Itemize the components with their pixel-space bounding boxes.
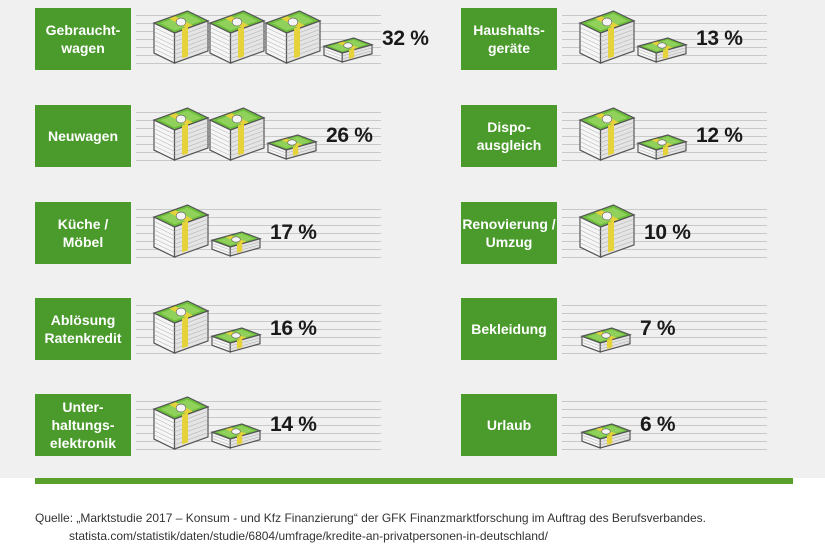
category-label: Dispo- ausgleich [461,105,557,167]
money-stack-icon [152,203,210,270]
chart-row: Neuwagen 26 % [35,105,435,167]
row-guide-lines [562,209,767,258]
money-stack-icon [152,299,210,366]
value-label: 14 % [270,413,317,436]
money-stack-icon [208,106,266,173]
chart-row: Küche / Möbel 17 % [35,202,435,264]
value-label: 12 % [696,124,743,147]
money-stack-icon [152,106,210,173]
chart-row: Haushalts- geräte 13 % [461,8,791,70]
money-stack-icon [578,203,636,270]
money-stack-partial-icon [266,133,318,168]
money-stack-partial-icon [210,326,262,361]
row-guide-lines [562,401,767,450]
chart-panel [0,0,825,478]
money-stack-icon [264,9,322,76]
value-label: 17 % [270,221,317,244]
value-label: 13 % [696,27,743,50]
row-guide-lines [562,305,767,354]
chart-row: Gebraucht- wagen 32 % [35,8,435,70]
category-label: Neuwagen [35,105,131,167]
chart-row: Unter- haltungs- elektronik 14 % [35,394,435,456]
chart-row: Dispo- ausgleich 12 % [461,105,791,167]
category-label: Gebraucht- wagen [35,8,131,70]
value-label: 32 % [382,27,429,50]
category-label: Urlaub [461,394,557,456]
money-stack-icon [152,9,210,76]
value-label: 7 % [640,317,676,340]
category-label: Renovierung / Umzug [461,202,557,264]
bottom-divider [35,478,793,484]
category-label: Küche / Möbel [35,202,131,264]
category-label: Bekleidung [461,298,557,360]
money-stack-partial-icon [580,422,632,457]
chart-row: Urlaub 6 % [461,394,791,456]
chart-row: Ablösung Ratenkredit 16 % [35,298,435,360]
category-label: Haushalts- geräte [461,8,557,70]
source-line-1: Quelle: „Marktstudie 2017 – Konsum - und… [35,511,706,525]
money-stack-partial-icon [322,36,374,71]
money-stack-icon [578,9,636,76]
source-note: Quelle: „Marktstudie 2017 – Konsum - und… [35,509,706,545]
value-label: 26 % [326,124,373,147]
chart-row: Bekleidung 7 % [461,298,791,360]
money-stack-icon [208,9,266,76]
money-stack-partial-icon [580,326,632,361]
money-stack-partial-icon [210,230,262,265]
source-url: statista.com/statistik/daten/studie/6804… [69,529,548,543]
category-label: Unter- haltungs- elektronik [35,394,131,456]
value-label: 6 % [640,413,676,436]
value-label: 10 % [644,221,691,244]
money-stack-icon [578,106,636,173]
category-label: Ablösung Ratenkredit [35,298,131,360]
value-label: 16 % [270,317,317,340]
money-stack-partial-icon [636,36,688,71]
money-stack-partial-icon [636,133,688,168]
money-stack-partial-icon [210,422,262,457]
money-stack-icon [152,395,210,462]
chart-row: Renovierung / Umzug 10 % [461,202,791,264]
